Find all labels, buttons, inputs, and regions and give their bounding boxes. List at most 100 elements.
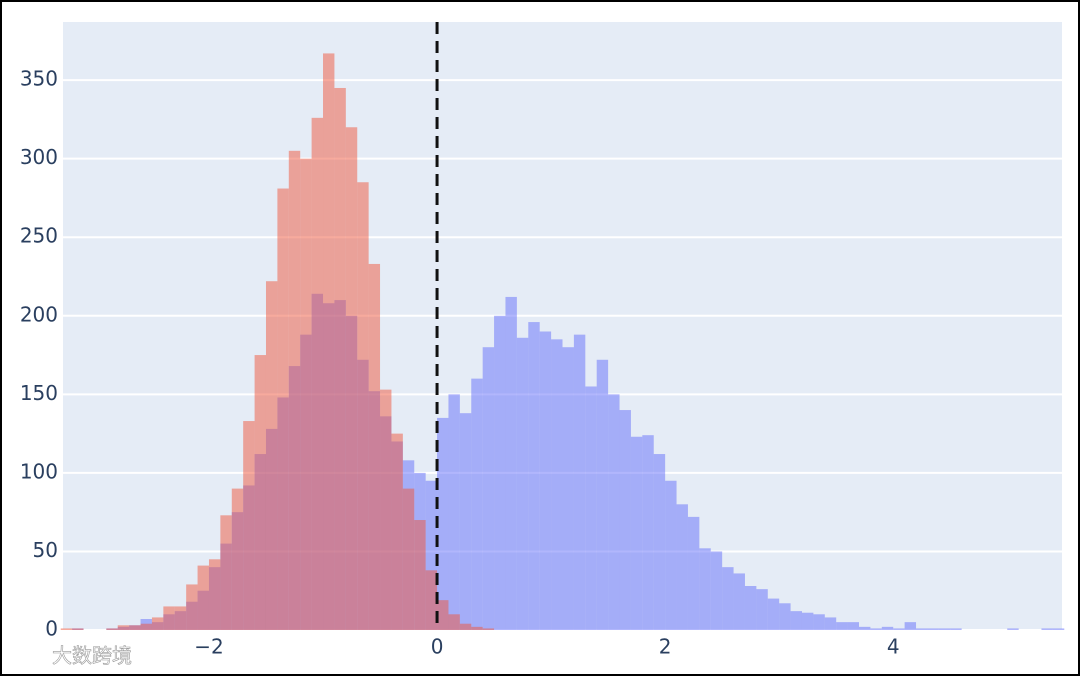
bar [710, 551, 723, 630]
bar [277, 188, 289, 631]
bar [437, 600, 449, 630]
bar [368, 263, 381, 630]
bar [516, 337, 529, 630]
bar [767, 598, 780, 630]
x-tick-label: 2 [659, 635, 672, 659]
bar [608, 394, 620, 630]
bar [448, 614, 460, 630]
bar [471, 626, 483, 630]
bars [60, 53, 1065, 631]
y-tick-label: 100 [20, 459, 58, 483]
bar [402, 488, 415, 630]
bar [163, 606, 175, 630]
bar [220, 515, 232, 630]
bar [573, 334, 586, 630]
bar [1041, 628, 1053, 630]
bar [824, 617, 837, 630]
bar [813, 614, 825, 630]
bar [676, 504, 688, 630]
bar [1052, 628, 1065, 630]
bar [300, 158, 312, 630]
bar [722, 567, 734, 630]
bar [494, 315, 506, 630]
bar [847, 622, 860, 630]
bar [1007, 628, 1019, 630]
bar [687, 516, 700, 630]
bar [72, 628, 84, 630]
bar [231, 488, 244, 630]
bar [699, 548, 711, 630]
bar [756, 589, 768, 630]
bar [619, 410, 631, 630]
bar [904, 622, 917, 630]
bar [174, 606, 187, 630]
bar [870, 628, 882, 630]
bar [288, 150, 301, 630]
bar [265, 281, 278, 630]
bar [482, 628, 495, 630]
bar [345, 127, 358, 630]
bar [859, 626, 871, 630]
bar [505, 296, 517, 630]
bar [208, 559, 221, 630]
bar [129, 625, 141, 630]
bar [551, 339, 563, 630]
bar [357, 182, 369, 631]
bar [471, 378, 483, 630]
bar [836, 622, 848, 630]
bar [414, 520, 426, 630]
bar [311, 117, 324, 631]
y-tick-label: 300 [20, 145, 58, 169]
bar [779, 603, 791, 630]
bar [437, 417, 449, 630]
bar [938, 628, 951, 630]
watermark: 大数跨境 [52, 644, 132, 668]
bar [482, 347, 495, 630]
bar [801, 612, 814, 630]
bar [117, 625, 130, 630]
y-tick-label: 250 [20, 224, 58, 248]
bar [893, 628, 905, 630]
y-tick-label: 200 [20, 302, 58, 326]
y-tick-label: 150 [20, 381, 58, 405]
bar [459, 623, 472, 630]
bar [881, 626, 894, 630]
bar [323, 53, 335, 630]
bar [585, 386, 597, 630]
y-tick-label: 50 [33, 538, 58, 562]
bar [744, 586, 757, 630]
bar [539, 331, 552, 630]
bar [562, 347, 574, 630]
bar [528, 322, 540, 630]
bar [106, 628, 118, 630]
x-tick-label: 4 [887, 635, 900, 659]
bar [665, 480, 677, 630]
x-tick-label: −2 [194, 635, 223, 659]
bar [916, 628, 928, 630]
bar [140, 623, 152, 630]
bar [391, 433, 403, 630]
bar [243, 421, 255, 630]
bar [254, 355, 266, 630]
bar [448, 394, 460, 630]
bar [380, 389, 392, 630]
bar [186, 584, 198, 630]
bar [596, 359, 609, 630]
bar [151, 617, 164, 630]
x-tick-label: 0 [431, 635, 444, 659]
y-tick-label: 350 [20, 67, 58, 91]
bar [197, 565, 209, 630]
y-tick-label: 0 [45, 617, 58, 641]
bar [927, 628, 939, 630]
bar [60, 628, 73, 630]
bar [950, 628, 962, 630]
bar [630, 436, 643, 630]
bar [642, 435, 654, 630]
bar [334, 87, 346, 630]
bar [425, 480, 438, 630]
bar [459, 413, 472, 630]
bar [733, 573, 745, 630]
bar [790, 611, 802, 630]
